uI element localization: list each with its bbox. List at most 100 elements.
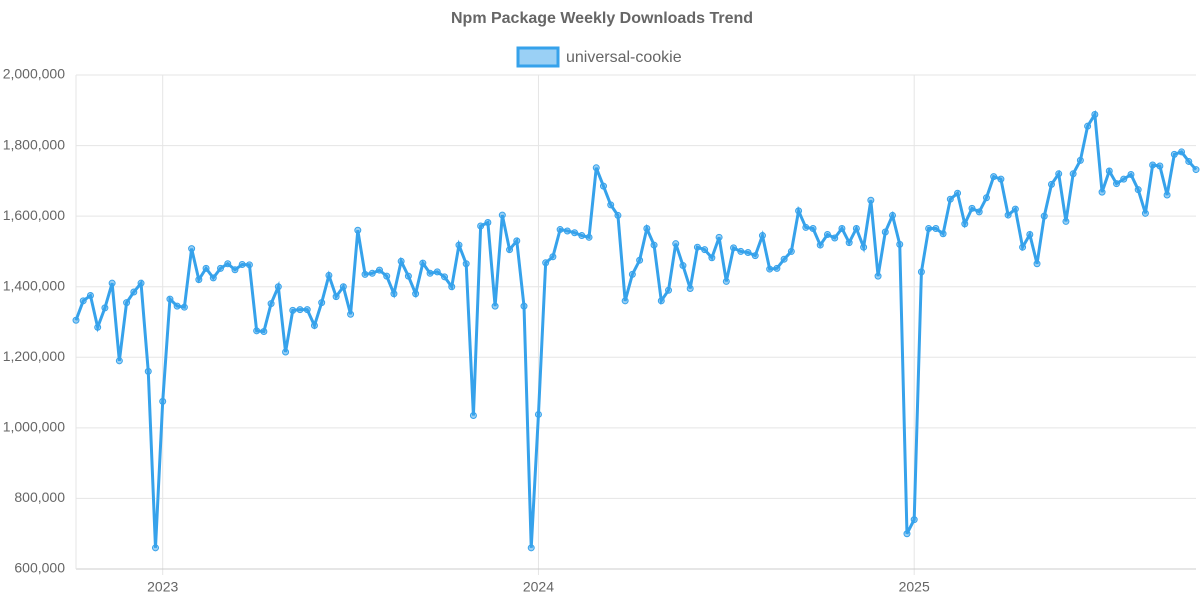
- data-point: [997, 175, 1005, 183]
- data-point: [180, 303, 188, 311]
- data-point: [282, 348, 290, 356]
- data-point: [643, 224, 651, 232]
- data-point: [867, 196, 875, 204]
- data-point: [744, 248, 752, 256]
- data-point: [123, 299, 131, 307]
- data-point: [354, 226, 362, 234]
- data-point: [1084, 122, 1092, 130]
- data-point: [621, 297, 629, 305]
- data-point: [433, 268, 441, 276]
- data-point: [108, 279, 116, 287]
- data-point: [1163, 191, 1171, 199]
- data-point: [1055, 170, 1063, 178]
- data-point: [484, 218, 492, 226]
- data-point: [332, 293, 340, 301]
- data-point: [1011, 205, 1019, 213]
- data-point: [599, 182, 607, 190]
- y-tick-label: 1,000,000: [3, 419, 65, 435]
- y-tick-label: 1,400,000: [3, 277, 65, 293]
- data-point: [737, 247, 745, 255]
- data-point: [1047, 180, 1055, 188]
- data-point: [1156, 162, 1164, 170]
- x-tick-label: 2023: [147, 579, 178, 595]
- data-point: [448, 283, 456, 291]
- legend-swatch: [516, 46, 560, 68]
- data-point: [1098, 188, 1106, 196]
- y-tick-label: 1,200,000: [3, 348, 65, 364]
- data-point: [780, 255, 788, 263]
- data-point: [72, 316, 80, 324]
- data-point: [961, 220, 969, 228]
- legend-label: universal-cookie: [566, 49, 682, 66]
- data-point: [1192, 166, 1200, 174]
- data-point: [730, 244, 738, 252]
- data-point: [238, 260, 246, 268]
- data-point: [1105, 167, 1113, 175]
- data-point: [563, 227, 571, 235]
- data-point: [556, 226, 564, 234]
- data-point: [1178, 148, 1186, 156]
- data-point: [1004, 211, 1012, 219]
- data-point: [209, 274, 217, 282]
- data-point: [932, 224, 940, 232]
- data-point: [397, 257, 405, 265]
- data-point: [404, 272, 412, 280]
- data-point: [672, 240, 680, 248]
- data-point: [975, 208, 983, 216]
- data-point: [816, 241, 824, 249]
- data-point: [1069, 170, 1077, 178]
- data-point: [1076, 156, 1084, 164]
- data-point: [151, 544, 159, 552]
- data-point: [628, 270, 636, 278]
- data-point: [195, 276, 203, 284]
- data-point: [274, 283, 282, 291]
- data-point: [881, 228, 889, 236]
- data-point: [571, 229, 579, 237]
- data-point: [1062, 217, 1070, 225]
- data-point: [1026, 230, 1034, 238]
- data-point: [325, 271, 333, 279]
- data-point: [874, 272, 882, 280]
- data-point: [1091, 111, 1099, 119]
- data-point: [1134, 186, 1142, 194]
- y-tick-label: 1,800,000: [3, 136, 65, 152]
- data-point: [679, 262, 687, 270]
- data-point: [245, 261, 253, 269]
- data-point: [773, 264, 781, 272]
- data-point: [910, 516, 918, 524]
- data-point: [990, 173, 998, 181]
- data-point: [224, 260, 232, 268]
- data-point: [758, 232, 766, 240]
- data-point: [542, 259, 550, 267]
- data-point: [1141, 209, 1149, 217]
- data-point: [809, 224, 817, 232]
- data-point: [917, 268, 925, 276]
- data-point: [578, 232, 586, 240]
- data-point: [303, 306, 311, 314]
- data-point: [166, 295, 174, 303]
- data-point: [513, 237, 521, 245]
- data-point: [852, 224, 860, 232]
- data-point: [1120, 175, 1128, 183]
- data-point: [1149, 161, 1157, 169]
- data-point: [115, 357, 123, 365]
- data-point: [506, 246, 514, 254]
- data-point: [202, 264, 210, 272]
- data-point: [1113, 180, 1121, 188]
- data-point: [441, 273, 449, 281]
- data-point: [375, 266, 383, 274]
- data-point: [260, 328, 268, 336]
- data-point: [686, 284, 694, 292]
- data-point: [462, 260, 470, 268]
- data-point: [946, 195, 954, 203]
- data-point: [650, 241, 658, 249]
- data-point: [79, 297, 87, 305]
- data-point: [289, 306, 297, 314]
- data-point: [94, 323, 102, 331]
- data-point: [173, 302, 181, 310]
- data-point: [310, 322, 318, 330]
- data-point: [188, 245, 196, 253]
- data-point: [802, 223, 810, 231]
- data-point: [1185, 157, 1193, 165]
- data-point: [614, 211, 622, 219]
